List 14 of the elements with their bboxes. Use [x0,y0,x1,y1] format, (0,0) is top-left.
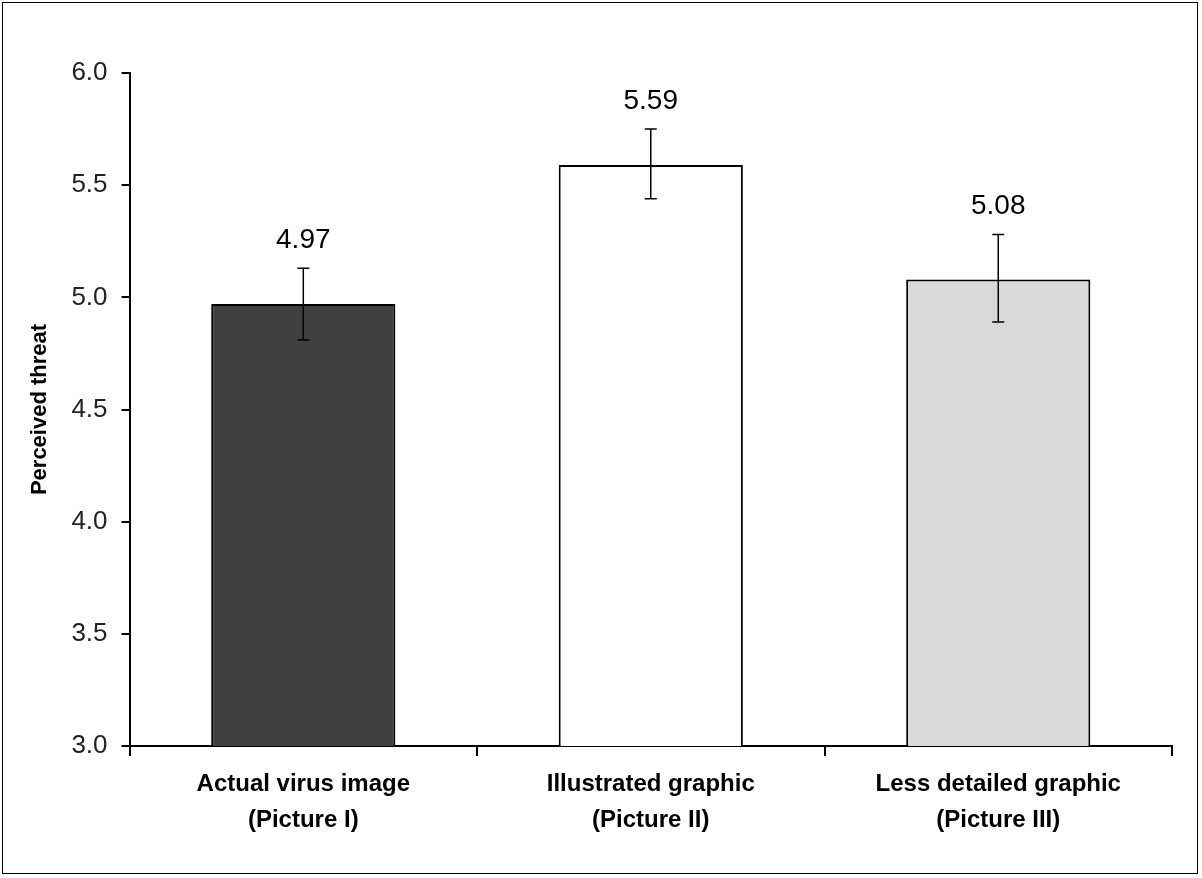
y-tick-label: 4.0 [71,504,108,535]
x-tick-label: Less detailed graphic (Picture III) [875,768,1121,832]
x-tick-label: Illustrated graphic (Picture II) [546,768,755,832]
y-tick-label: 4.5 [71,392,108,423]
y-tick-label: 6.0 [71,56,108,87]
x-tick-label: Actual virus image (Picture I) [196,768,410,832]
y-axis-title: Perceived threat [26,323,52,496]
y-tick-label: 5.0 [71,280,108,311]
y-tick-label: 3.0 [71,729,108,760]
data-label: 5.08 [971,189,1026,221]
y-tick-label: 3.5 [71,617,108,648]
data-label: 5.59 [623,83,679,115]
data-label: 4.97 [276,222,331,254]
y-tick-label: 5.5 [71,168,108,199]
